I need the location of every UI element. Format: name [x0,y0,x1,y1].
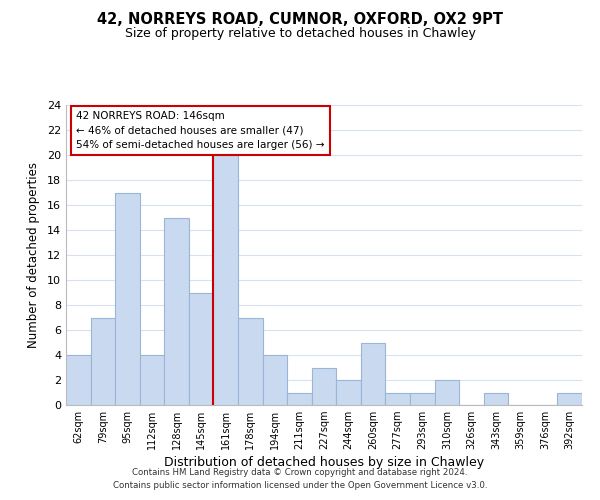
Bar [312,368,336,405]
Bar [361,342,385,405]
Y-axis label: Number of detached properties: Number of detached properties [27,162,40,348]
Bar [434,380,459,405]
Bar [66,355,91,405]
Text: Size of property relative to detached houses in Chawley: Size of property relative to detached ho… [125,28,475,40]
Bar [336,380,361,405]
Bar [238,318,263,405]
Bar [557,392,582,405]
Text: Contains HM Land Registry data © Crown copyright and database right 2024.: Contains HM Land Registry data © Crown c… [132,468,468,477]
Bar [410,392,434,405]
Bar [385,392,410,405]
Text: 42 NORREYS ROAD: 146sqm
← 46% of detached houses are smaller (47)
54% of semi-de: 42 NORREYS ROAD: 146sqm ← 46% of detache… [76,111,325,150]
Bar [263,355,287,405]
Bar [115,192,140,405]
Bar [164,218,189,405]
Bar [484,392,508,405]
Bar [214,155,238,405]
Bar [140,355,164,405]
Text: 42, NORREYS ROAD, CUMNOR, OXFORD, OX2 9PT: 42, NORREYS ROAD, CUMNOR, OXFORD, OX2 9P… [97,12,503,28]
Text: Contains public sector information licensed under the Open Government Licence v3: Contains public sector information licen… [113,480,487,490]
Bar [287,392,312,405]
Bar [189,292,214,405]
X-axis label: Distribution of detached houses by size in Chawley: Distribution of detached houses by size … [164,456,484,469]
Bar [91,318,115,405]
